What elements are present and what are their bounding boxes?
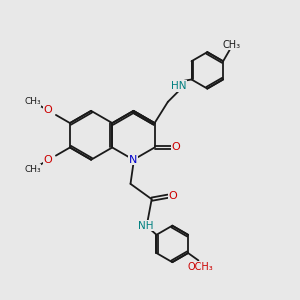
Text: NH: NH: [138, 221, 154, 231]
Text: O: O: [44, 155, 52, 165]
Text: N: N: [129, 155, 138, 165]
Text: O: O: [172, 142, 181, 152]
Text: O: O: [44, 105, 52, 115]
Text: CH₃: CH₃: [223, 40, 241, 50]
Text: CH₃: CH₃: [24, 97, 41, 106]
Text: HN: HN: [171, 81, 187, 91]
Text: OCH₃: OCH₃: [187, 262, 213, 272]
Text: CH₃: CH₃: [24, 165, 41, 174]
Text: O: O: [169, 191, 178, 201]
